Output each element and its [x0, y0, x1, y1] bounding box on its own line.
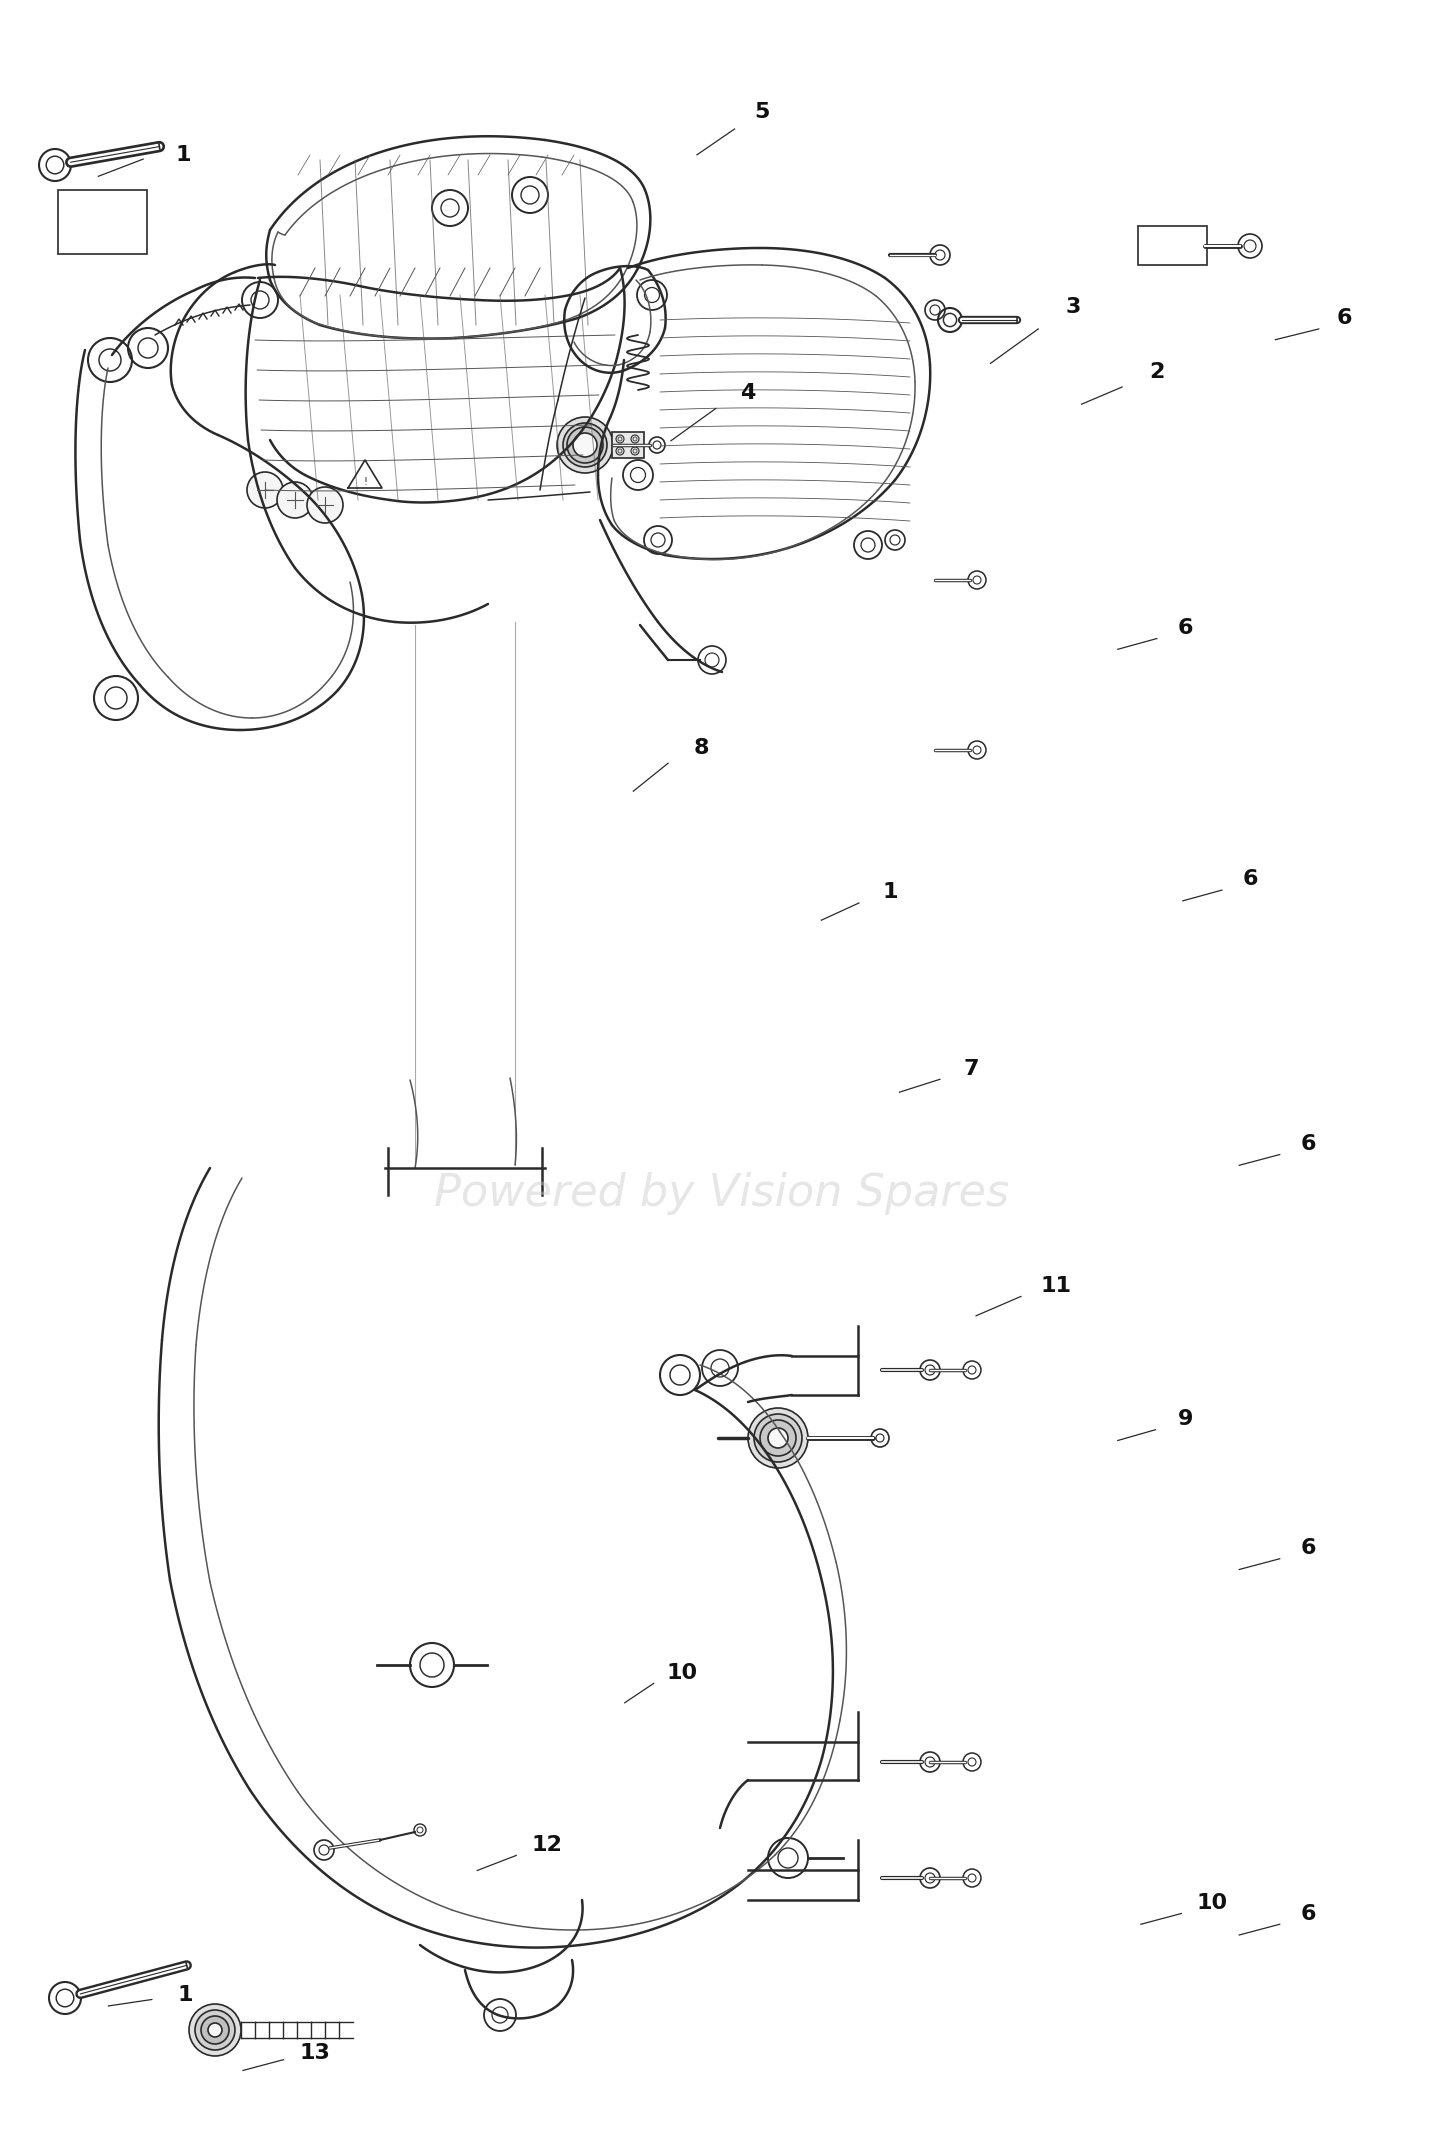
Text: 10: 10	[1196, 1892, 1228, 1914]
Text: Powered by Vision Spares: Powered by Vision Spares	[434, 1172, 1009, 1215]
Circle shape	[208, 2023, 223, 2036]
Text: 6: 6	[1178, 617, 1193, 639]
Text: 7: 7	[964, 1058, 979, 1079]
Text: 13: 13	[299, 2042, 331, 2064]
Text: 6: 6	[1301, 1133, 1316, 1155]
Text: 8: 8	[694, 737, 709, 759]
Text: 5: 5	[755, 101, 769, 123]
Text: 9: 9	[1178, 1408, 1193, 1430]
Circle shape	[761, 1419, 795, 1456]
Text: 10: 10	[667, 1662, 698, 1683]
Circle shape	[753, 1415, 803, 1462]
Circle shape	[567, 428, 603, 462]
Circle shape	[768, 1428, 788, 1447]
Text: 1: 1	[176, 144, 191, 166]
Circle shape	[573, 432, 597, 458]
Text: 6: 6	[1338, 307, 1352, 329]
Text: 6: 6	[1301, 1537, 1316, 1559]
Text: 6: 6	[1244, 869, 1258, 890]
Circle shape	[278, 482, 312, 518]
Circle shape	[748, 1408, 808, 1468]
Circle shape	[557, 417, 613, 473]
Circle shape	[189, 2004, 241, 2055]
Circle shape	[562, 424, 607, 467]
Circle shape	[247, 473, 283, 507]
FancyBboxPatch shape	[612, 432, 643, 458]
Text: 4: 4	[740, 383, 755, 404]
Text: 12: 12	[531, 1834, 562, 1855]
Circle shape	[307, 488, 343, 522]
Text: 3: 3	[1066, 297, 1080, 318]
Text: 1: 1	[178, 1984, 192, 2006]
Text: !: !	[363, 477, 367, 488]
Text: 6: 6	[1301, 1903, 1316, 1924]
FancyBboxPatch shape	[1138, 226, 1207, 264]
Text: 11: 11	[1040, 1275, 1071, 1296]
Circle shape	[195, 2010, 236, 2049]
Text: 1: 1	[884, 882, 898, 903]
Circle shape	[201, 2017, 228, 2045]
Text: 2: 2	[1150, 361, 1164, 383]
FancyBboxPatch shape	[58, 189, 147, 254]
